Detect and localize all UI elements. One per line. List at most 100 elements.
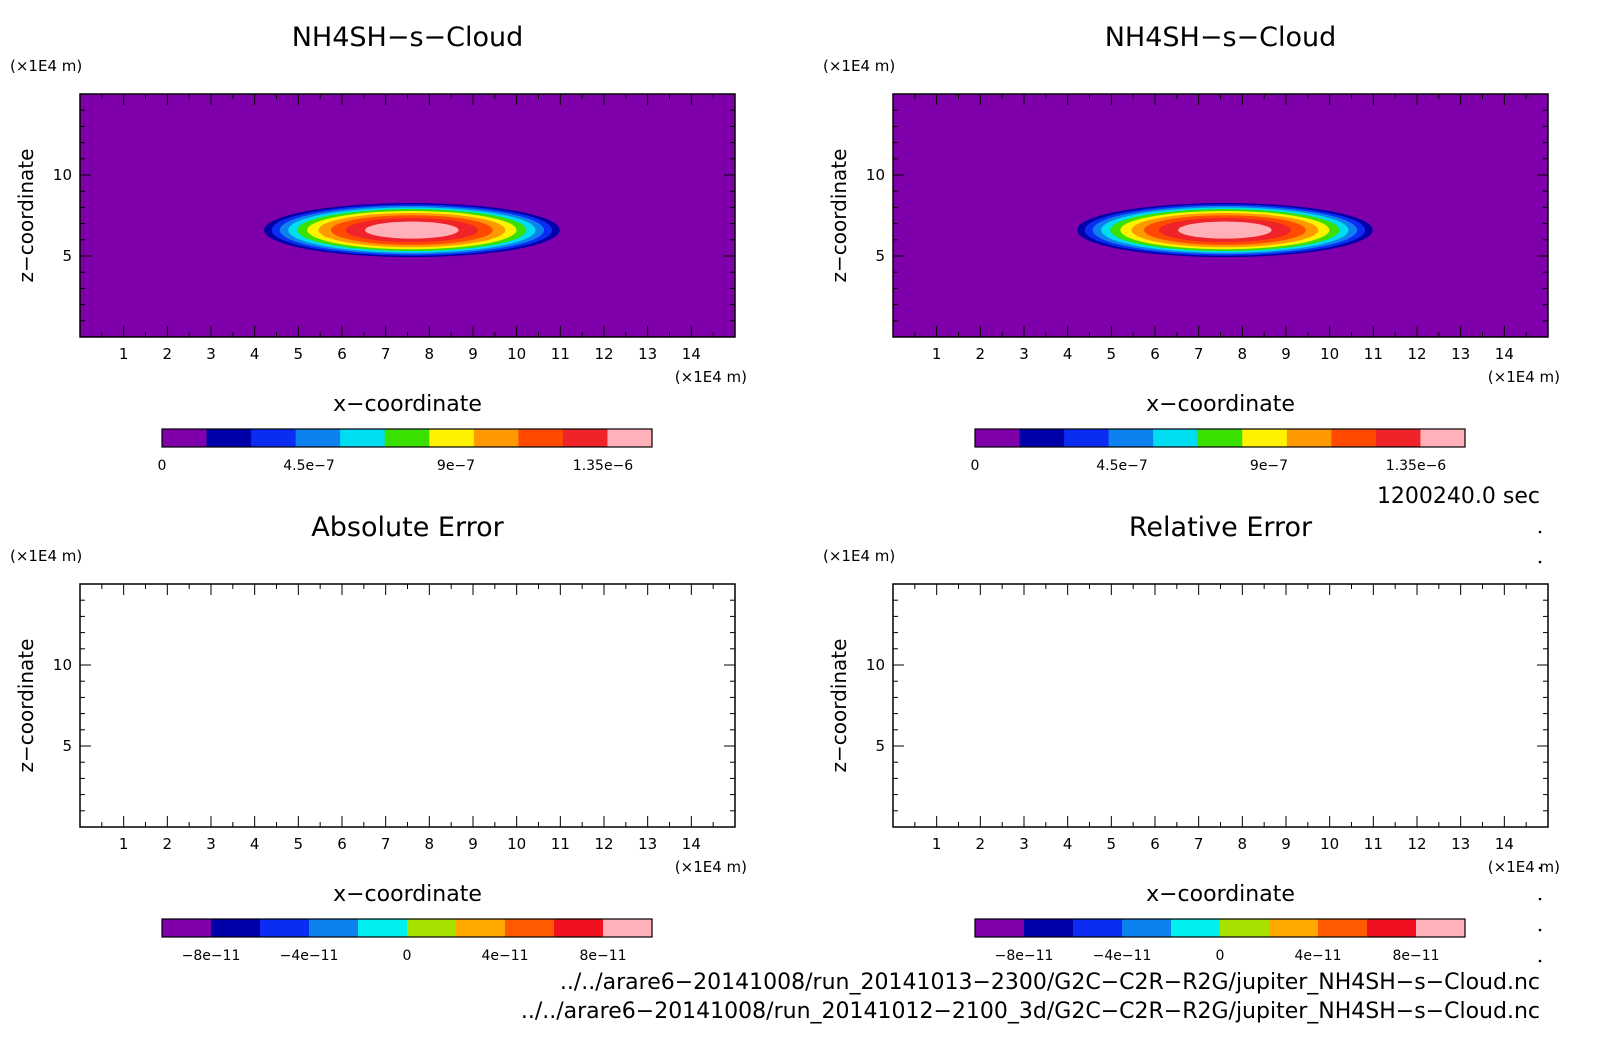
- x-tick-label: 6: [337, 835, 347, 853]
- y-unit-label: (×1E4 m): [823, 57, 895, 75]
- x-tick-label: 3: [1019, 345, 1029, 363]
- x-tick-label: 12: [1407, 345, 1426, 363]
- y-tick-label: 5: [62, 247, 72, 265]
- colorbar-label: 1.35e−6: [1386, 458, 1447, 474]
- colorbar-swatch: [473, 429, 519, 447]
- x-tick-label: 6: [337, 345, 347, 363]
- x-unit-label: (×1E4 m): [1488, 858, 1560, 876]
- x-tick-label: 3: [206, 835, 216, 853]
- colorbar-swatch: [554, 919, 604, 937]
- colorbar-label: 8e−11: [579, 948, 626, 964]
- y-unit-label: (×1E4 m): [10, 547, 82, 565]
- x-tick-label: 10: [1320, 345, 1339, 363]
- x-tick-label: 8: [425, 835, 435, 853]
- x-tick-label: 5: [294, 345, 304, 363]
- colorbar-label: 1.35e−6: [573, 458, 634, 474]
- panel-title: Relative Error: [1129, 512, 1313, 543]
- x-tick-label: 9: [1281, 345, 1291, 363]
- colorbar-swatch: [1153, 429, 1199, 447]
- colorbar-label: −8e−11: [182, 948, 241, 964]
- x-tick-label: 2: [163, 345, 173, 363]
- colorbar-label: 9e−7: [437, 458, 475, 474]
- colorbar-frame: [974, 918, 1466, 938]
- contour-level-10: [1178, 221, 1272, 239]
- colorbar-label: 4.5e−7: [1096, 458, 1148, 474]
- y-tick-label: 5: [875, 247, 885, 265]
- x-tick-label: 10: [507, 345, 526, 363]
- x-tick-label: 9: [468, 345, 478, 363]
- x-tick-label: 4: [250, 835, 260, 853]
- x-tick-label: 7: [1194, 345, 1204, 363]
- colorbar-label: 9e−7: [1250, 458, 1288, 474]
- colorbar-swatch: [518, 429, 564, 447]
- colorbar-swatch: [607, 429, 653, 447]
- x-tick-label: 2: [163, 835, 173, 853]
- x-tick-label: 11: [1364, 345, 1383, 363]
- panel-title: NH4SH−s−Cloud: [292, 22, 524, 53]
- panel-title: NH4SH−s−Cloud: [1105, 22, 1337, 53]
- x-tick-label: 1: [119, 345, 129, 363]
- colorbar-swatch: [1286, 429, 1332, 447]
- x-unit-label: (×1E4 m): [1488, 368, 1560, 386]
- x-axis-label: x−coordinate: [1146, 882, 1295, 907]
- x-tick-label: 12: [1407, 835, 1426, 853]
- x-tick-label: 1: [932, 345, 942, 363]
- colorbar-swatch: [975, 919, 1025, 937]
- colorbar-swatch: [1416, 919, 1466, 937]
- contour-level-10: [365, 221, 459, 239]
- colorbar-swatch: [1197, 429, 1243, 447]
- colorbar-swatch: [1367, 919, 1417, 937]
- x-tick-label: 5: [1107, 835, 1117, 853]
- colorbar-swatch: [384, 429, 430, 447]
- x-unit-label: (×1E4 m): [675, 858, 747, 876]
- colorbar-swatch: [206, 429, 252, 447]
- x-tick-label: 14: [682, 835, 701, 853]
- y-axis-label: z−coordinate: [14, 639, 38, 773]
- colorbar-label: 0: [158, 458, 167, 474]
- tick-marks: [892, 93, 1549, 338]
- x-tick-label: 6: [1150, 345, 1160, 363]
- x-tick-label: 7: [381, 835, 391, 853]
- x-tick-label: 1: [119, 835, 129, 853]
- x-tick-label: 2: [976, 835, 986, 853]
- tick-marks: [79, 93, 736, 338]
- x-tick-label: 3: [206, 345, 216, 363]
- panel-title: Absolute Error: [311, 512, 504, 543]
- colorbar-label: 0: [403, 948, 412, 964]
- x-tick-label: 11: [551, 835, 570, 853]
- y-unit-label: (×1E4 m): [823, 547, 895, 565]
- colorbar-label: 0: [971, 458, 980, 474]
- y-tick-label: 10: [53, 656, 72, 674]
- colorbar-frame: [161, 918, 653, 938]
- file-path-2: ../../arare6−20141008/run_20141012−2100_…: [521, 999, 1540, 1024]
- y-tick-label: 10: [866, 166, 885, 184]
- colorbar-swatch: [340, 429, 386, 447]
- x-tick-label: 7: [381, 345, 391, 363]
- x-unit-label: (×1E4 m): [675, 368, 747, 386]
- colorbar-label: 4e−11: [481, 948, 528, 964]
- x-tick-label: 13: [1451, 345, 1470, 363]
- colorbar-frame: [974, 428, 1466, 448]
- colorbar-label: 4.5e−7: [283, 458, 335, 474]
- x-tick-label: 9: [1281, 835, 1291, 853]
- colorbar-swatch: [1171, 919, 1221, 937]
- x-tick-label: 8: [1238, 835, 1248, 853]
- colorbar-swatch: [1420, 429, 1466, 447]
- tick-marks: [892, 583, 1549, 828]
- x-tick-label: 14: [682, 345, 701, 363]
- margin-dots: [1538, 530, 1542, 963]
- y-axis-label: z−coordinate: [827, 149, 851, 283]
- colorbar-swatch: [1122, 919, 1172, 937]
- colorbar-swatch: [562, 429, 609, 447]
- y-tick-label: 10: [866, 656, 885, 674]
- x-tick-label: 5: [1107, 345, 1117, 363]
- colorbar-swatch: [1108, 429, 1154, 447]
- colorbar-label: 8e−11: [1392, 948, 1439, 964]
- colorbar-swatch: [358, 919, 408, 937]
- y-tick-label: 5: [875, 737, 885, 755]
- x-tick-label: 6: [1150, 835, 1160, 853]
- x-axis-label: x−coordinate: [1146, 392, 1295, 417]
- tick-marks: [79, 583, 736, 828]
- colorbar-label: 4e−11: [1294, 948, 1341, 964]
- file-path-1: ../../arare6−20141008/run_20141013−2300/…: [560, 970, 1540, 995]
